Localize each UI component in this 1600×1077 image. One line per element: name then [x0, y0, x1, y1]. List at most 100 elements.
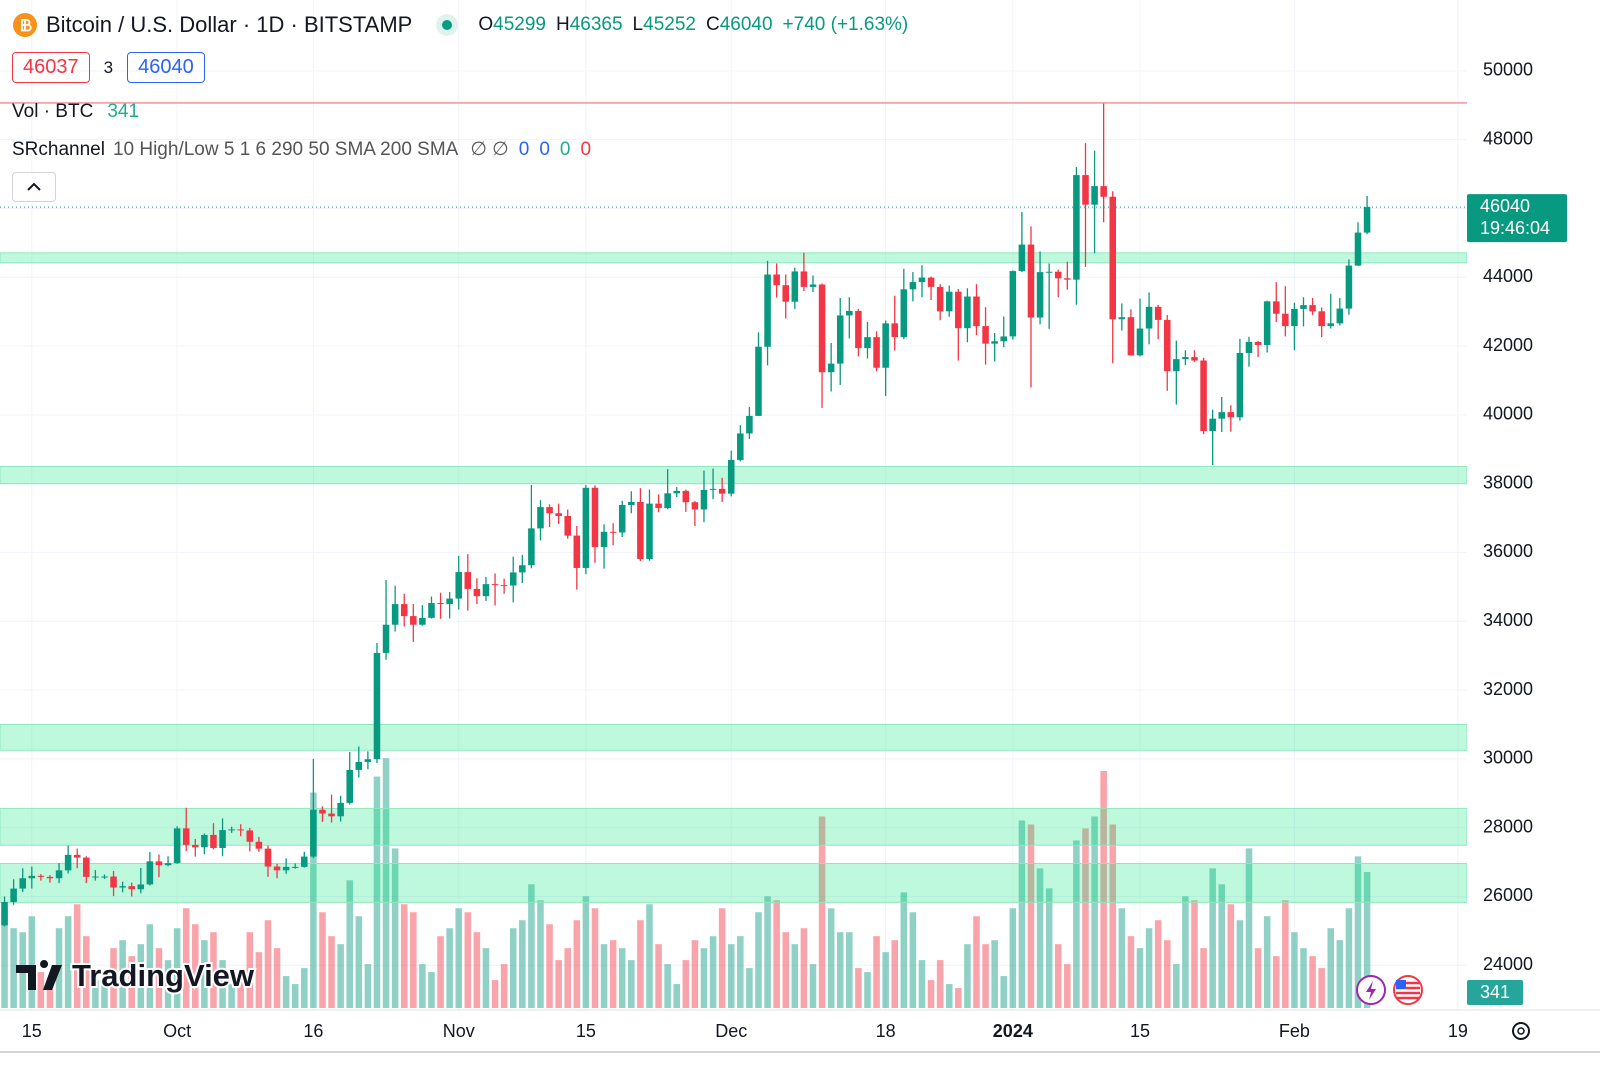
volume-bar: [773, 900, 780, 1008]
candle-body: [173, 828, 181, 864]
candle-body: [936, 286, 944, 312]
volume-bar: [155, 948, 163, 1008]
candle-body: [836, 315, 844, 364]
symbol-title: Bitcoin / U.S. Dollar · 1D · BITSTAMP: [46, 12, 413, 37]
indicator-value: 0: [559, 138, 571, 160]
candle-body: [410, 616, 417, 625]
volume-bar: [1045, 888, 1053, 1008]
volume-bar: [37, 972, 45, 1008]
volume-bar: [255, 952, 263, 1008]
volume-bar: [818, 816, 826, 1008]
volume-bar: [146, 924, 154, 1008]
candle-body: [491, 584, 499, 586]
candle-body: [83, 857, 90, 877]
sr-zone: [0, 723, 1467, 751]
candle-body: [237, 829, 244, 831]
volume-bar: [1291, 932, 1298, 1008]
candle-body: [1109, 196, 1117, 320]
volume-axis-label: 341: [1480, 982, 1510, 1002]
candle-body: [1318, 311, 1325, 327]
candle-body: [301, 856, 308, 867]
candle-body: [373, 652, 381, 760]
candle-body: [900, 289, 908, 338]
volume-bar: [328, 936, 335, 1008]
settings-icon-hub: [1517, 1027, 1525, 1035]
candle-body: [945, 291, 953, 312]
volume-bar: [836, 932, 844, 1008]
volume-bar: [1100, 770, 1107, 1008]
collapse-button[interactable]: [12, 172, 56, 202]
candle-body: [482, 584, 490, 597]
candle-body: [618, 505, 626, 533]
last-price-label: 46040: [1480, 196, 1530, 216]
candle-body: [428, 603, 435, 618]
volume-bar: [1154, 920, 1162, 1008]
y-tick-label: 24000: [1483, 954, 1533, 974]
brand-logo: TradingView: [72, 958, 255, 993]
volume-bar: [1000, 976, 1008, 1008]
volume-bar: [173, 928, 181, 1008]
candle-body: [10, 888, 17, 902]
candle-body: [1291, 308, 1298, 327]
brand-mark: [16, 960, 62, 990]
volume-bar: [1309, 956, 1316, 1008]
x-tick-label: 18: [876, 1021, 896, 1041]
candle-body: [1191, 357, 1198, 361]
volume-bar: [618, 948, 626, 1008]
countdown-label: 19:46:04: [1480, 218, 1550, 238]
candle-body: [1272, 301, 1280, 314]
candle-body: [455, 572, 462, 599]
volume-bar: [936, 960, 944, 1008]
volume-bar: [900, 892, 908, 1008]
candle-body: [918, 277, 926, 283]
volume-bar: [1272, 956, 1280, 1008]
candle-body: [764, 274, 771, 347]
indicator-name: SRchannel: [12, 138, 105, 160]
candle-body: [1363, 207, 1371, 233]
candle-body: [201, 834, 208, 848]
ask-button[interactable]: 46040: [127, 52, 205, 83]
volume-bar: [64, 916, 72, 1008]
candle-body: [846, 310, 853, 316]
candle-body: [101, 876, 108, 878]
y-tick-label: 28000: [1483, 816, 1533, 836]
volume-bar: [1091, 816, 1098, 1008]
volume-bar: [737, 936, 744, 1008]
x-tick-label: Oct: [163, 1021, 191, 1041]
candle-body: [210, 834, 217, 848]
volume-bar: [201, 940, 208, 1008]
candle-body: [92, 876, 99, 878]
candle-body: [882, 323, 889, 368]
candle-body: [737, 433, 744, 460]
volume-bar: [1054, 944, 1062, 1008]
ohlc-key: L: [632, 14, 644, 35]
volume-bar: [1082, 828, 1089, 1008]
x-tick-label: 2024: [993, 1021, 1033, 1041]
volume-bar: [1327, 928, 1335, 1008]
volume-bar: [1345, 908, 1353, 1008]
volume-title: Vol · BTC: [12, 101, 94, 122]
candle-body: [546, 507, 553, 514]
volume-bar: [727, 944, 735, 1008]
candle-body: [655, 503, 662, 509]
candle-body: [727, 459, 735, 494]
candle-body: [718, 488, 726, 494]
volume-bar: [646, 904, 653, 1008]
candle-body: [155, 861, 163, 866]
bid-button[interactable]: 46037: [12, 52, 90, 83]
volume-bar: [882, 952, 889, 1008]
candle-body: [537, 507, 544, 529]
volume-bar: [709, 936, 717, 1008]
volume-bar: [1363, 871, 1371, 1008]
candle-body: [746, 415, 753, 434]
volume-bar: [691, 940, 699, 1008]
candle-body: [500, 585, 508, 587]
volume-bar: [1118, 908, 1126, 1008]
volume-bar: [582, 896, 590, 1008]
ohlc-legend: O 45299 H 46365 L 45252 C 46040: [478, 14, 772, 36]
ohlc-value: 46040: [719, 14, 773, 35]
x-tick-label: 19: [1448, 1021, 1468, 1041]
volume-bar: [755, 912, 762, 1008]
x-tick-label: Nov: [443, 1021, 475, 1041]
